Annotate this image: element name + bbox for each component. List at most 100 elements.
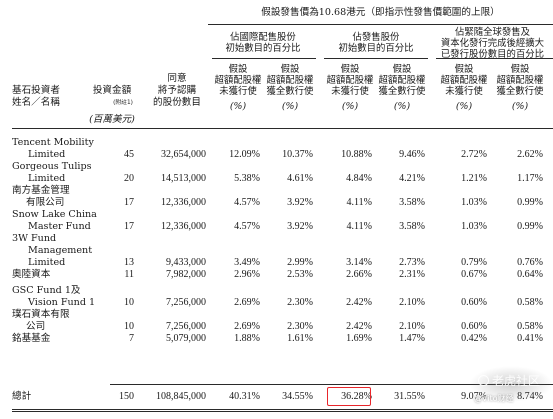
percentage-cell: 2.42% bbox=[346, 297, 372, 308]
top-rule bbox=[208, 24, 553, 25]
investment-amount: 17 bbox=[124, 221, 134, 232]
investment-amount-note: (附註1) bbox=[113, 100, 133, 106]
percentage-cell: 0.67% bbox=[461, 269, 487, 280]
share-count: 5,079,000 bbox=[166, 333, 206, 344]
percentage-cell: 5.38% bbox=[234, 173, 260, 184]
total-percentage-cell: 8.74% bbox=[493, 391, 543, 403]
investor-name-header: 基石投資者 姓名／名稱 bbox=[12, 85, 60, 108]
pct-column-header: 假設 超額配股權 獲全數行使 (%) bbox=[378, 64, 426, 112]
percentage-cell: 2.53% bbox=[287, 269, 313, 280]
percentage-cell: 10.37% bbox=[282, 149, 313, 160]
percentage-cell: 4.21% bbox=[399, 173, 425, 184]
percentage-cell: 2.10% bbox=[399, 321, 425, 332]
percentage-cell: 3.49% bbox=[234, 257, 260, 268]
investor-name: 3W Fund Management Limited bbox=[12, 233, 93, 268]
watermark-handle: @Vito财经 bbox=[474, 394, 514, 403]
tiger-logo-icon bbox=[478, 375, 489, 386]
percentage-cell: 0.99% bbox=[517, 197, 543, 208]
investment-amount: 20 bbox=[124, 173, 134, 184]
total-percentage-cell: 31.55% bbox=[394, 391, 425, 402]
highlight-box bbox=[327, 387, 371, 406]
share-count: 12,336,000 bbox=[161, 221, 206, 232]
percentage-cell: 0.76% bbox=[517, 257, 543, 268]
percentage-cell: 2.96% bbox=[234, 269, 260, 280]
pct-column-header: 假設 超額配股權 獲全數行使 (%) bbox=[496, 64, 544, 112]
total-amount: 150 bbox=[119, 391, 134, 402]
total-label: 總計 bbox=[12, 391, 32, 402]
investor-name: 奧陸資本 bbox=[12, 269, 51, 280]
percentage-cell: 4.84% bbox=[346, 173, 372, 184]
percentage-cell: 0.58% bbox=[517, 297, 543, 308]
group-intl-title: 佔國際配售股份 初始數目的百分比 bbox=[225, 32, 301, 54]
pct-column-header: 假設 超額配股權 未獲行使 (%) bbox=[326, 64, 374, 112]
investment-amount: 10 bbox=[124, 321, 134, 332]
percentage-cell: 4.57% bbox=[234, 221, 260, 232]
total-shares: 108,845,000 bbox=[156, 391, 206, 402]
percentage-cell: 3.92% bbox=[287, 197, 313, 208]
total-top-rule bbox=[110, 384, 553, 385]
pct-column-header: 假設 超額配股權 未獲行使 (%) bbox=[214, 64, 262, 112]
percentage-cell: 0.99% bbox=[517, 221, 543, 232]
percentage-cell: 0.41% bbox=[517, 333, 543, 344]
percentage-cell: 2.73% bbox=[399, 257, 425, 268]
percentage-cell: 1.61% bbox=[287, 333, 313, 344]
percentage-cell: 1.17% bbox=[517, 173, 543, 184]
investment-amount-unit: (百萬美元) bbox=[89, 114, 135, 125]
share-count: 9,433,000 bbox=[166, 257, 206, 268]
header-bottom-rule bbox=[12, 128, 553, 129]
percentage-cell: 2.30% bbox=[287, 321, 313, 332]
total-bottom-rule bbox=[12, 409, 553, 410]
percentage-cell: 2.30% bbox=[287, 297, 313, 308]
total-percentage-cell: 34.55% bbox=[282, 391, 313, 402]
investment-amount: 7 bbox=[129, 333, 134, 344]
percentage-cell: 2.69% bbox=[234, 297, 260, 308]
percentage-cell: 0.58% bbox=[517, 321, 543, 332]
percentage-cell: 1.21% bbox=[461, 173, 487, 184]
percentage-cell: 1.88% bbox=[234, 333, 260, 344]
percentage-cell: 0.42% bbox=[461, 333, 487, 344]
total-percentage-cell: 9.07% bbox=[437, 391, 487, 403]
percentage-cell: 0.64% bbox=[517, 269, 543, 280]
percentage-cell: 3.14% bbox=[346, 257, 372, 268]
watermark-text: 老虎社区 bbox=[478, 372, 540, 389]
investment-amount: 10 bbox=[124, 297, 134, 308]
offer-price-title: 假設發售價為10.68港元（即指示性發售價範圍的上限） bbox=[261, 7, 500, 18]
group-enlarged-rule bbox=[436, 58, 553, 59]
percentage-cell: 0.79% bbox=[461, 257, 487, 268]
shares-header: 同意 將予認購 的股份數目 bbox=[153, 73, 201, 108]
percentage-cell: 1.03% bbox=[461, 197, 487, 208]
share-count: 7,982,000 bbox=[166, 269, 206, 280]
percentage-cell: 3.58% bbox=[399, 197, 425, 208]
group-offer-rule bbox=[324, 58, 428, 59]
percentage-cell: 1.03% bbox=[461, 221, 487, 232]
investment-amount-header: 投資金額 bbox=[92, 85, 132, 96]
share-count: 7,256,000 bbox=[166, 321, 206, 332]
investor-name: 璞石資本有限 公司 bbox=[12, 309, 70, 332]
percentage-cell: 0.60% bbox=[461, 321, 487, 332]
percentage-cell: 4.61% bbox=[287, 173, 313, 184]
percentage-cell: 4.11% bbox=[346, 197, 372, 208]
percentage-cell: 10.88% bbox=[341, 149, 372, 160]
share-count: 7,256,000 bbox=[166, 297, 206, 308]
percentage-cell: 1.69% bbox=[346, 333, 372, 344]
percentage-cell: 3.92% bbox=[287, 221, 313, 232]
percentage-cell: 4.11% bbox=[346, 221, 372, 232]
investor-name: Snow Lake China Master Fund bbox=[12, 209, 97, 232]
group-intl-rule bbox=[212, 58, 316, 59]
group-offer-title: 佔發售股份 初始數目的百分比 bbox=[338, 32, 414, 54]
percentage-cell: 3.58% bbox=[399, 221, 425, 232]
investor-name: Tencent Mobility Limited bbox=[12, 137, 94, 160]
share-count: 32,654,000 bbox=[161, 149, 206, 160]
percentage-cell: 9.46% bbox=[399, 149, 425, 160]
percentage-cell: 2.99% bbox=[287, 257, 313, 268]
pct-column-header: 假設 超額配股權 未獲行使 (%) bbox=[440, 64, 488, 112]
total-percentage-cell: 36.28% bbox=[341, 391, 372, 402]
percentage-cell: 2.31% bbox=[399, 269, 425, 280]
total-percentage-cell: 40.31% bbox=[229, 391, 260, 402]
percentage-cell: 12.09% bbox=[229, 149, 260, 160]
pct-column-header: 假設 超額配股權 獲全數行使 (%) bbox=[266, 64, 314, 112]
percentage-cell: 4.57% bbox=[234, 197, 260, 208]
investor-name: 南方基金管理 有限公司 bbox=[12, 185, 70, 208]
percentage-cell: 2.66% bbox=[346, 269, 372, 280]
percentage-cell: 0.60% bbox=[461, 297, 487, 308]
